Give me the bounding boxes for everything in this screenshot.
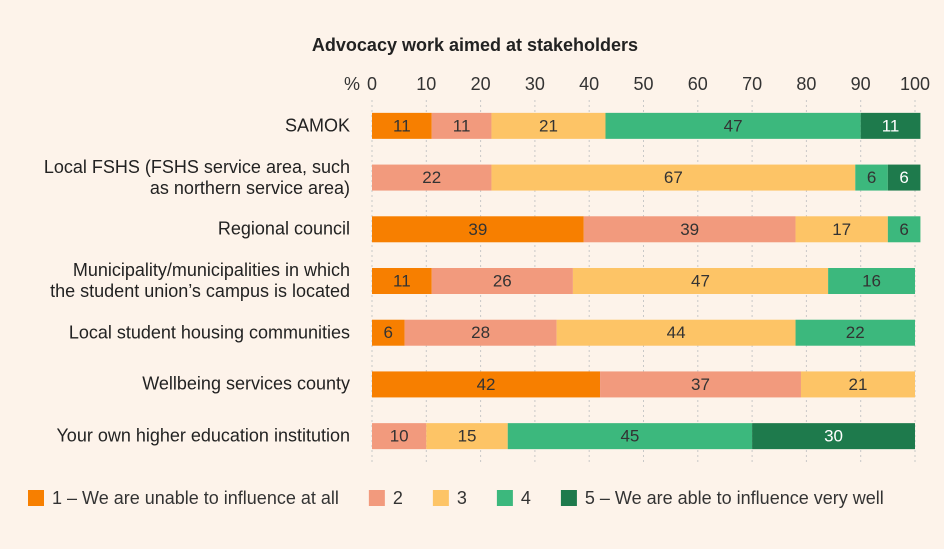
data-label: 22	[422, 168, 441, 187]
y-tick-label: SAMOK	[284, 115, 350, 136]
bar-segment	[887, 164, 921, 191]
legend-label: 2	[393, 488, 403, 508]
x-tick-label: 70	[742, 74, 762, 94]
data-label: 39	[468, 220, 487, 239]
bar-segment	[431, 112, 492, 139]
data-label: 44	[667, 323, 686, 342]
x-tick-label: 50	[633, 74, 653, 94]
legend-swatch	[560, 490, 577, 506]
legend-label: 1 – We are unable to influence at all	[52, 488, 339, 508]
bar-segment	[431, 268, 573, 294]
bar-segment	[855, 164, 888, 191]
bar-segment	[404, 319, 557, 346]
legend-swatch	[368, 490, 385, 506]
bar-segment	[372, 216, 584, 243]
x-tick-label: 100	[900, 74, 930, 94]
bar-segment	[583, 216, 796, 243]
legend-label: 4	[521, 488, 531, 508]
legend-label: 5 – We are able to influence very well	[585, 488, 884, 508]
x-axis-label: %	[344, 74, 360, 94]
x-tick-label: 30	[525, 74, 545, 94]
data-label: 26	[493, 271, 512, 290]
data-label: 11	[882, 116, 900, 135]
bar-segment	[491, 112, 606, 139]
x-tick-label: 20	[471, 74, 491, 94]
legend-swatch	[28, 490, 44, 506]
data-label: 11	[393, 271, 411, 290]
data-label: 28	[471, 323, 490, 342]
y-tick-label: Local FSHS (FSHS service area, such as n…	[43, 156, 350, 198]
bar-segment	[372, 371, 601, 398]
data-label: 17	[832, 220, 851, 239]
data-label: 47	[724, 116, 743, 135]
data-label: 6	[899, 168, 908, 187]
bar-segment	[828, 268, 915, 294]
bar-segment	[795, 319, 915, 346]
x-tick-label: 10	[416, 74, 436, 94]
data-label: 11	[393, 116, 411, 135]
data-label: 10	[390, 427, 409, 446]
x-tick-label: 60	[688, 74, 708, 94]
legend-swatch	[432, 490, 449, 506]
data-label: 6	[867, 168, 876, 187]
bar-segment	[752, 423, 915, 450]
x-tick-label: 80	[796, 74, 816, 94]
x-tick-label: 90	[851, 74, 871, 94]
data-label: 22	[846, 323, 865, 342]
bar-segment	[860, 112, 921, 139]
x-tick-label: 0	[367, 74, 377, 94]
legend-label: 3	[457, 488, 467, 508]
data-label: 21	[849, 375, 868, 394]
data-label: 11	[453, 116, 471, 135]
bar-segment	[600, 371, 801, 398]
data-label: 37	[691, 375, 710, 394]
data-label: 39	[680, 220, 699, 239]
bar-segment	[372, 268, 432, 294]
data-label: 67	[664, 168, 683, 187]
y-tick-label: Your own higher education institution	[56, 425, 350, 446]
data-label: 42	[477, 375, 496, 394]
chart-title: Advocacy work aimed at stakeholders	[312, 35, 638, 55]
bar-segment	[372, 423, 427, 450]
bar-segment	[887, 216, 921, 243]
data-label: 21	[539, 116, 558, 135]
y-tick-label: Municipality/municipalities in which the…	[50, 260, 350, 301]
legend-swatch	[496, 490, 513, 506]
bar-segment	[372, 319, 405, 346]
y-tick-label: Local student housing communities	[68, 322, 350, 343]
bar-segment	[426, 423, 508, 450]
bar-segment	[795, 216, 888, 243]
y-tick-label: Regional council	[217, 218, 350, 239]
bar-segment	[605, 112, 861, 139]
bar-segment	[572, 268, 829, 294]
bar-segment	[491, 164, 856, 191]
bar-segment	[507, 423, 753, 450]
data-label: 6	[384, 323, 393, 342]
data-label: 6	[899, 220, 908, 239]
bar-segment	[800, 371, 915, 398]
data-label: 15	[458, 427, 477, 446]
data-label: 30	[824, 427, 843, 446]
y-tick-label: Wellbeing services county	[142, 373, 350, 394]
x-tick-label: 40	[579, 74, 599, 94]
data-label: 45	[620, 427, 639, 446]
bar-segment	[372, 164, 492, 191]
bar-segment	[556, 319, 796, 346]
data-label: 47	[691, 271, 710, 290]
bar-segment	[372, 112, 432, 139]
data-label: 16	[862, 271, 881, 290]
